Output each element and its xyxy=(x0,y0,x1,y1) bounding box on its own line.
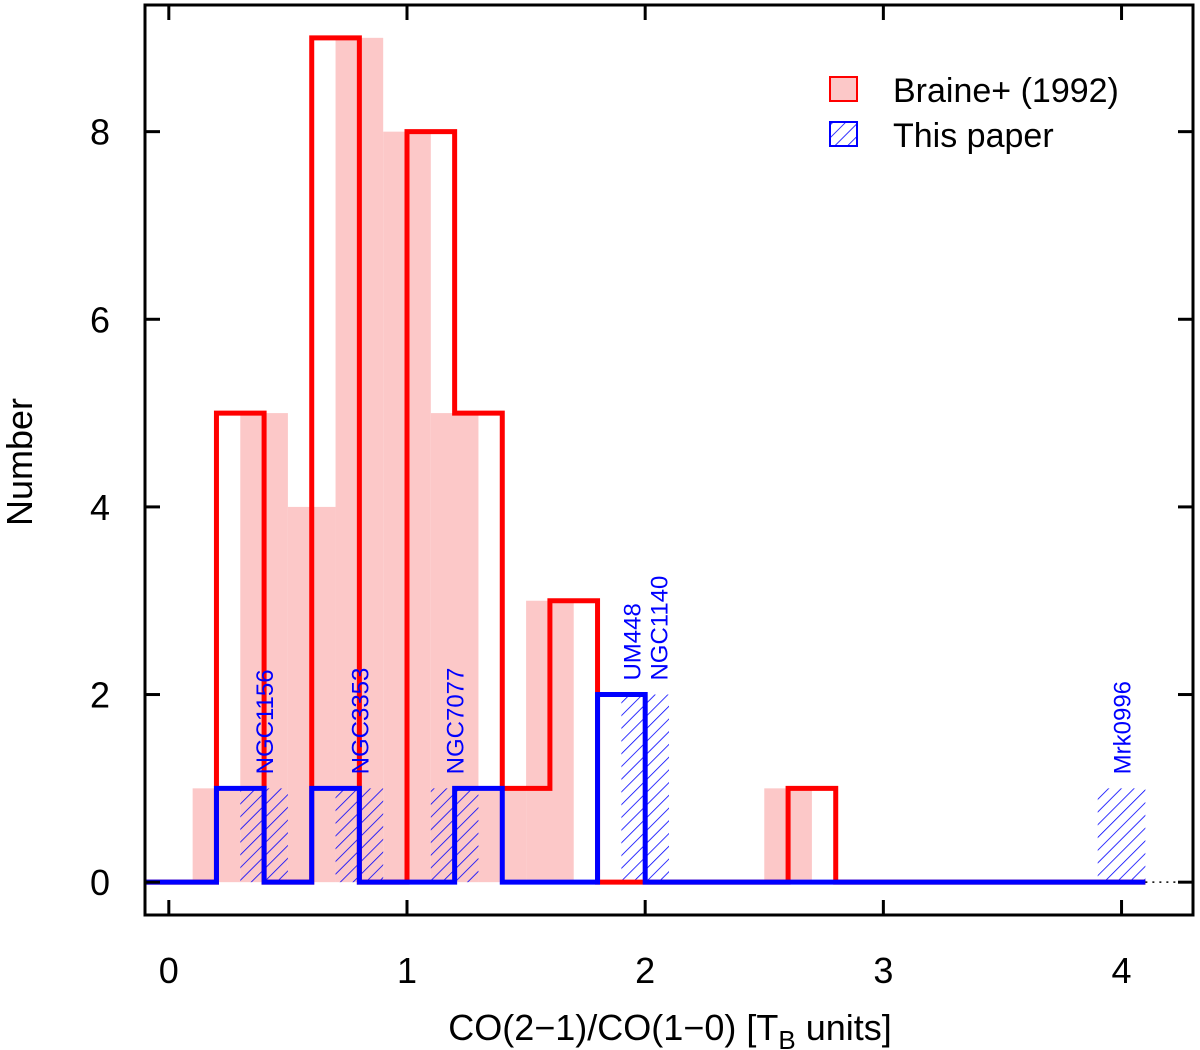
x-tick-label: 1 xyxy=(397,950,417,991)
y-axis-title: Number xyxy=(0,398,40,526)
annotation-label: Mrk0996 xyxy=(1110,681,1137,774)
y-tick-label: 8 xyxy=(90,112,110,153)
legend-swatch-this-paper xyxy=(829,121,858,147)
legend: Braine+ (1992) This paper xyxy=(829,72,1119,155)
x-axis: 0 1 2 3 4 xyxy=(159,5,1132,991)
legend-swatch-braine xyxy=(829,76,858,102)
annotation-label: NGC1156 xyxy=(252,669,279,774)
y-tick-label: 2 xyxy=(90,675,110,716)
legend-label-this-paper: This paper xyxy=(893,117,1054,155)
annotations: NGC1156 NGC3353 NGC7077 UM448 NGC1140 Mrk0996 xyxy=(252,576,1136,775)
annotation-label: NGC1140 xyxy=(647,576,674,681)
x-tick-label: 4 xyxy=(1112,950,1132,991)
y-axis: 0 2 4 6 8 xyxy=(90,112,1193,903)
x-tick-label: 2 xyxy=(635,950,655,991)
this-paper-bar xyxy=(1097,788,1146,883)
y-tick-label: 4 xyxy=(90,487,110,528)
annotation-label: UM448 xyxy=(620,603,647,680)
y-tick-label: 0 xyxy=(90,862,110,903)
x-tick-label: 0 xyxy=(159,950,179,991)
annotation-label: NGC3353 xyxy=(347,668,374,775)
annotation-label: NGC7077 xyxy=(443,668,470,775)
plot-frame xyxy=(143,3,1195,917)
legend-label-braine: Braine+ (1992) xyxy=(893,72,1119,110)
x-tick-label: 3 xyxy=(873,950,893,991)
y-tick-label: 6 xyxy=(90,299,110,340)
x-axis-title: CO(2−1)/CO(1−0) [TB units] xyxy=(448,1007,891,1050)
this-paper-outline xyxy=(145,692,1146,885)
